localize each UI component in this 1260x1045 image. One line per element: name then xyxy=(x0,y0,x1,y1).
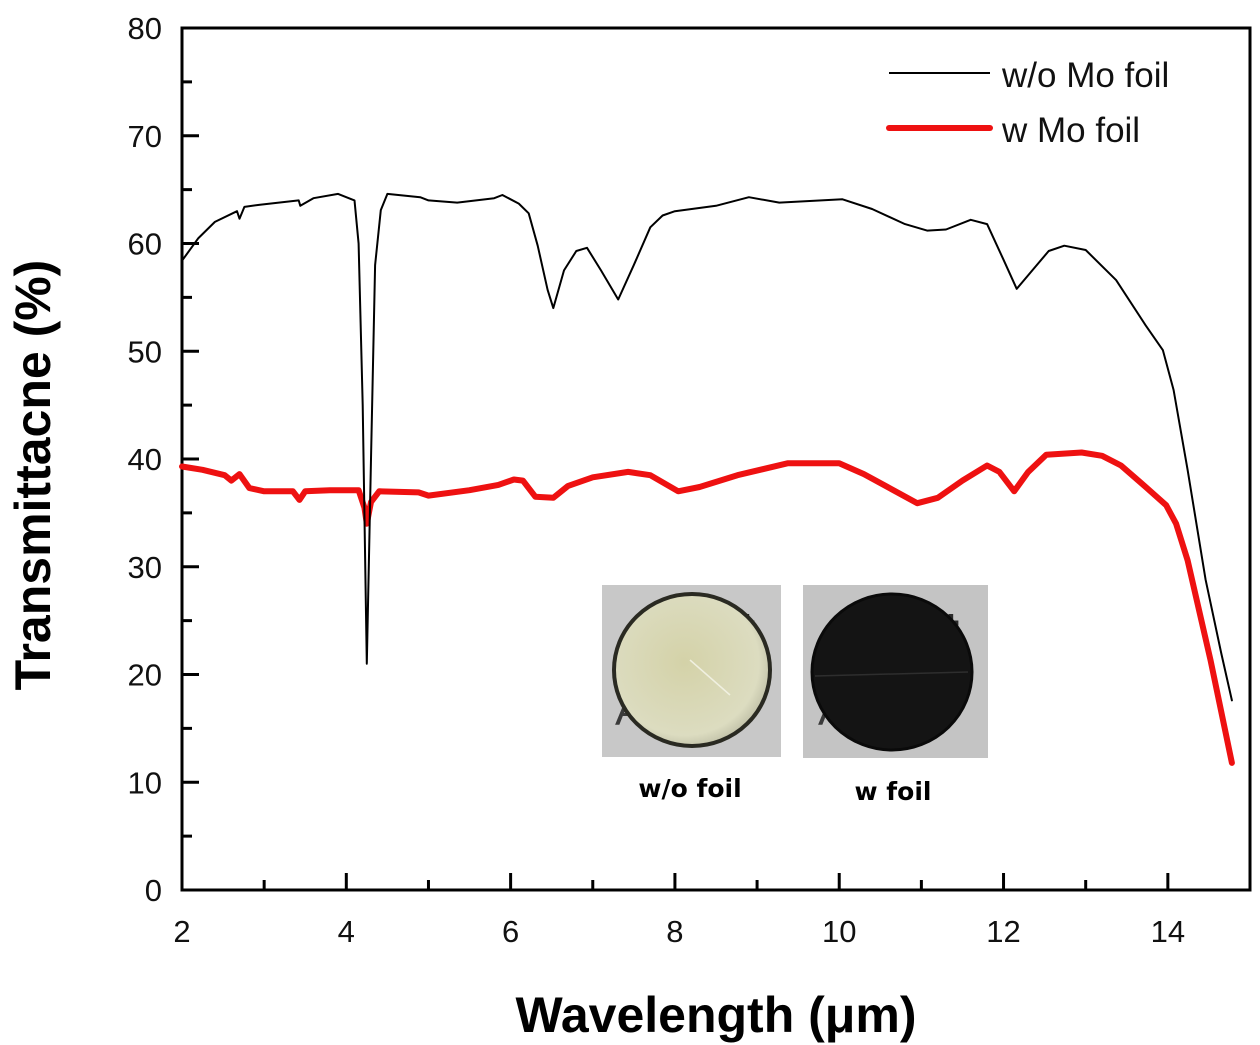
x-tick-label: 8 xyxy=(666,914,683,949)
inset-photo-with-foil: A y f t xyxy=(803,585,988,758)
x-tick-label: 10 xyxy=(822,914,856,949)
series-layer xyxy=(179,192,1235,766)
y-tick-label: 10 xyxy=(128,765,162,800)
disc-edge-line xyxy=(814,671,969,677)
y-tick-label: 20 xyxy=(128,658,162,693)
y-tick-label: 80 xyxy=(128,11,162,46)
y-axis-ticks: 0 10 20 30 40 50 60 70 80 xyxy=(128,11,199,908)
plot-frame xyxy=(180,26,1252,892)
inset-photos: A y f t A y f t w/o foil w foil xyxy=(602,585,988,806)
x-axis-ticks: 2 4 6 8 10 12 14 xyxy=(173,873,1185,949)
series-line-with-mo-foil xyxy=(179,449,1235,766)
x-tick-label: 2 xyxy=(173,914,190,949)
legend-label-with-mo-foil: w Mo foil xyxy=(1001,111,1140,150)
inset-label-without-foil: w/o foil xyxy=(638,774,741,803)
x-tick-label: 6 xyxy=(502,914,519,949)
disc-crack xyxy=(689,659,731,696)
x-tick-label: 14 xyxy=(1151,914,1185,949)
legend: w/o Mo foil w Mo foil xyxy=(886,56,1169,150)
sample-disc-light xyxy=(612,592,772,748)
series-line-without-mo-foil xyxy=(181,192,1233,702)
sample-disc-dark xyxy=(810,592,974,752)
inset-label-with-foil: w foil xyxy=(855,777,932,806)
legend-label-without-mo-foil: w/o Mo foil xyxy=(1001,56,1169,95)
y-tick-label: 0 xyxy=(145,873,162,908)
y-tick-label: 30 xyxy=(128,550,162,585)
x-tick-label: 12 xyxy=(986,914,1020,949)
inset-photo-without-foil: A y f t xyxy=(602,585,781,757)
y-tick-label: 60 xyxy=(128,227,162,262)
y-tick-label: 40 xyxy=(128,442,162,477)
x-axis-title: Wavelength (μm) xyxy=(516,987,917,1043)
y-tick-label: 50 xyxy=(128,334,162,369)
y-axis-title: Transmittacne (%) xyxy=(5,260,61,691)
y-tick-label: 70 xyxy=(128,119,162,154)
x-tick-label: 4 xyxy=(338,914,355,949)
